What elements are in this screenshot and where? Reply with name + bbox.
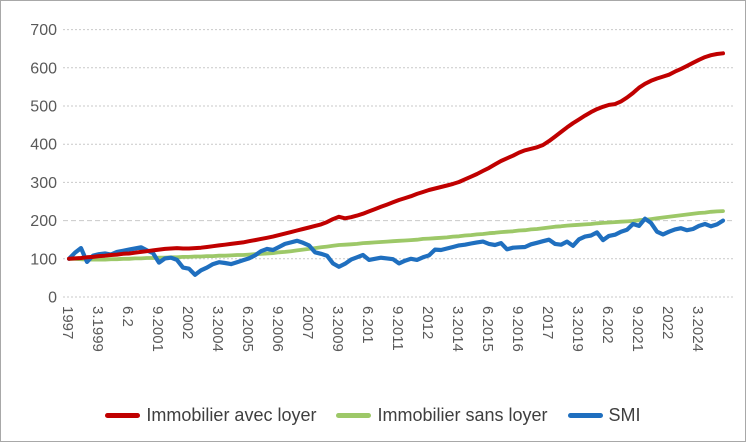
x-tick-label-6-202: 6.202 (599, 306, 616, 344)
legend-label-immobilier-sans-loyer: Immobilier sans loyer (377, 404, 548, 425)
x-tick-label-6-2005: 6.2005 (239, 306, 256, 352)
y-tick-label-400: 400 (30, 137, 57, 154)
legend-marker-smi (567, 412, 603, 418)
y-tick-label-700: 700 (30, 22, 57, 39)
x-tick-label-3-2004: 3.2004 (209, 306, 226, 352)
x-tick-label-2007: 2007 (299, 306, 316, 339)
x-tick-label-3-2024: 3.2024 (689, 306, 706, 352)
legend-marker-immobilier-sans-loyer (336, 412, 372, 418)
y-tick-label-100: 100 (30, 251, 57, 268)
x-tick-label-9-2001: 9.2001 (149, 306, 166, 352)
x-tick-label-9-2021: 9.2021 (629, 306, 646, 352)
x-tick-label-2022: 2022 (659, 306, 676, 339)
legend-marker-immobilier-avec-loyer (105, 412, 141, 418)
series-line-smi (66, 216, 726, 277)
x-tick-label-2002: 2002 (179, 306, 196, 339)
legend-item-immobilier-sans-loyer: Immobilier sans loyer (336, 404, 548, 426)
y-tick-label-600: 600 (30, 60, 57, 77)
legend-label-immobilier-avec-loyer: Immobilier avec loyer (146, 404, 317, 425)
y-tick-label-300: 300 (30, 175, 57, 192)
line-chart: 0 100 200 300 400 500 600 700 1997 3.1999 6.2 9.200… (30, 22, 735, 352)
x-tick-label-3-2009: 3.2009 (329, 306, 346, 352)
legend-item-smi: SMI (567, 404, 641, 426)
x-tick-label-6-2015: 6.2015 (479, 306, 496, 352)
chart-legend: Immobilier avec loyer Immobilier sans loy… (1, 395, 745, 435)
series-line-immobilier-avec-loyer (67, 51, 725, 261)
x-tick-label-3-1999: 3.1999 (89, 306, 106, 352)
x-tick-label-2017: 2017 (539, 306, 556, 339)
x-tick-label-1997: 1997 (59, 306, 76, 339)
y-tick-label-200: 200 (30, 213, 57, 230)
legend-label-smi: SMI (608, 404, 641, 425)
y-tick-label-0: 0 (48, 290, 57, 307)
y-tick-label-500: 500 (30, 99, 57, 116)
x-tick-label-9-2006: 9.2006 (269, 306, 286, 352)
x-tick-label-3-2014: 3.2014 (449, 306, 466, 352)
x-tick-label-6-2: 6.2 (119, 306, 136, 327)
x-tick-label-6-201: 6.201 (359, 306, 376, 344)
x-tick-label-9-2016: 9.2016 (509, 306, 526, 352)
series-line-immobilier-sans-loyer (67, 209, 725, 262)
x-tick-label-2012: 2012 (419, 306, 436, 339)
legend-item-immobilier-avec-loyer: Immobilier avec loyer (105, 405, 316, 426)
x-tick-label-3-2019: 3.2019 (569, 306, 586, 352)
x-tick-label-9-2011: 9.2011 (389, 306, 406, 351)
